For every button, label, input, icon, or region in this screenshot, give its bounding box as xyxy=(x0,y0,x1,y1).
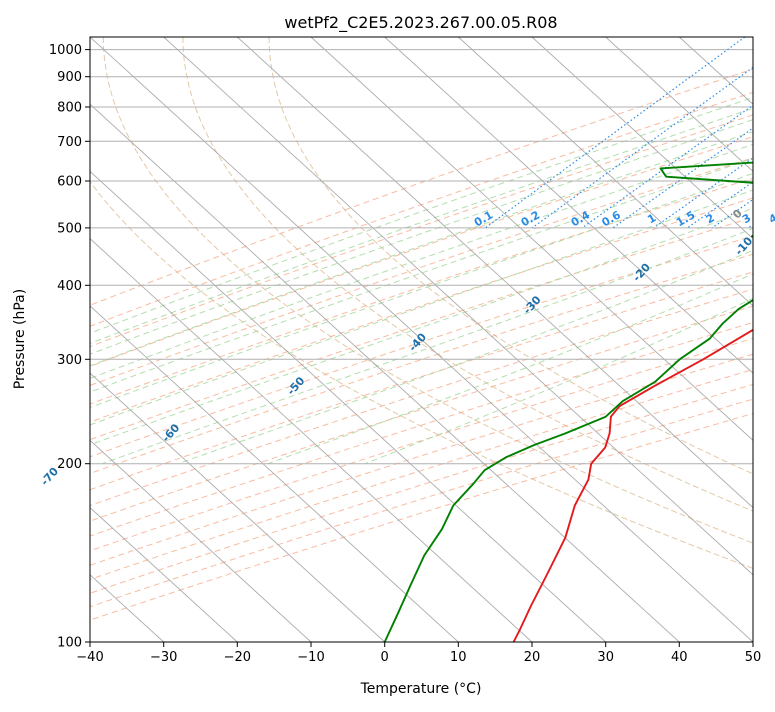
y-tick-label: 800 xyxy=(57,101,82,116)
y-tick-label: 700 xyxy=(57,135,82,150)
y-axis-label: Pressure (hPa) xyxy=(12,289,28,389)
x-tick-label: 30 xyxy=(597,650,614,665)
y-tick-label: 100 xyxy=(57,636,82,651)
x-tick-label: 10 xyxy=(450,650,467,665)
x-tick-label: −30 xyxy=(150,650,177,665)
y-tick-label: 600 xyxy=(57,175,82,190)
x-tick-label: −10 xyxy=(297,650,324,665)
y-tick-label: 400 xyxy=(57,279,82,294)
y-tick-label: 500 xyxy=(57,221,82,236)
y-tick-label: 900 xyxy=(57,70,82,85)
x-axis-label: Temperature (°C) xyxy=(360,681,482,697)
x-tick-label: −40 xyxy=(76,650,103,665)
y-tick-label: 300 xyxy=(57,353,82,368)
y-tick-label: 200 xyxy=(57,457,82,472)
x-tick-label: −20 xyxy=(224,650,251,665)
y-tick-label: 1000 xyxy=(49,43,82,58)
chart-title: wetPf2_C2E5.2023.267.00.05.R08 xyxy=(284,13,557,33)
x-tick-label: 50 xyxy=(745,650,762,665)
x-tick-label: 0 xyxy=(381,650,389,665)
x-tick-label: 20 xyxy=(524,650,541,665)
x-tick-label: 40 xyxy=(671,650,688,665)
